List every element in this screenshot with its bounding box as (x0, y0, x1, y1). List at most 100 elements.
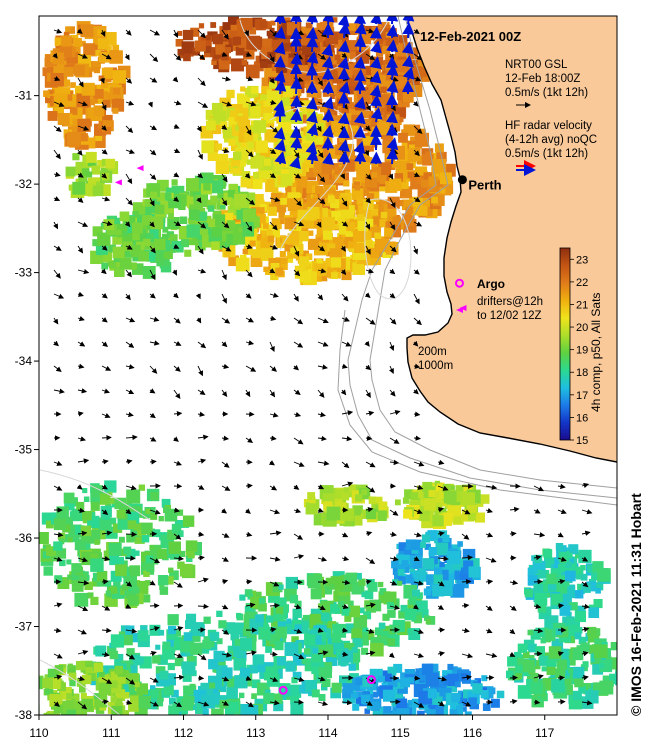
sst-patch (168, 614, 179, 625)
perth-label: Perth (468, 178, 501, 193)
sst-patch (243, 249, 248, 254)
sst-patch (67, 132, 81, 146)
sst-patch (250, 106, 261, 117)
sst-patch (497, 691, 505, 699)
sst-patch (565, 571, 576, 582)
sst-patch (322, 164, 332, 174)
sst-patch (169, 541, 182, 554)
model-arrow (558, 678, 564, 679)
sst-patch (314, 30, 323, 39)
sst-patch (575, 590, 583, 598)
sst-patch (308, 239, 319, 250)
radar-arrow (408, 43, 409, 52)
sst-patch (315, 186, 323, 194)
sst-patch (457, 541, 463, 547)
sst-patch (260, 60, 268, 68)
sst-patch (518, 685, 532, 699)
sst-patch (97, 571, 108, 582)
legend-model-line1: NRT00 GSL (505, 59, 568, 71)
sst-patch (211, 241, 220, 250)
sst-patch (226, 90, 234, 98)
sst-patch (56, 506, 69, 519)
sst-patch (109, 261, 116, 268)
sst-patch (386, 155, 392, 161)
sst-patch (126, 490, 140, 504)
isobath-1000m-label: 1000m (418, 360, 453, 372)
sst-patch (535, 628, 544, 637)
sst-patch (129, 565, 140, 576)
sst-patch (183, 30, 193, 40)
sst-patch (42, 678, 53, 689)
sst-patch (285, 642, 299, 656)
sst-patch (361, 695, 370, 704)
sst-patch (528, 630, 534, 636)
sst-patch (105, 159, 115, 169)
sst-patch (599, 663, 604, 668)
sst-patch (152, 655, 160, 663)
sst-patch (416, 600, 428, 612)
sst-patch (270, 149, 279, 158)
sst-patch (242, 60, 247, 65)
sst-patch (74, 593, 88, 607)
sst-patch (139, 696, 151, 708)
sst-patch (288, 198, 301, 211)
x-tick-label: 112 (174, 726, 193, 740)
plot-area (26, 11, 629, 728)
sst-patch (296, 187, 303, 194)
radar-arrow (296, 111, 297, 123)
sst-patch (243, 209, 256, 222)
sst-patch (53, 541, 62, 550)
sst-patch (525, 589, 533, 597)
sst-patch (308, 231, 313, 236)
sst-patch (70, 714, 82, 726)
sst-patch (172, 524, 182, 534)
sst-patch (585, 690, 598, 703)
sst-patch (407, 163, 414, 170)
sst-patch (138, 251, 149, 262)
sst-patch (202, 640, 211, 649)
sst-patch (302, 110, 307, 115)
sst-patch (436, 543, 449, 556)
sst-patch (424, 498, 437, 511)
sst-patch (137, 657, 144, 664)
sst-patch (122, 584, 129, 591)
sst-patch (199, 23, 204, 28)
sst-patch (408, 172, 414, 178)
sst-patch (252, 249, 261, 258)
sst-patch (115, 564, 127, 576)
sst-patch (123, 242, 132, 252)
radar-arrow (408, 57, 409, 66)
sst-patch (234, 194, 248, 208)
sst-patch (428, 689, 437, 698)
radar-arrow (392, 26, 393, 38)
sst-patch (517, 658, 524, 665)
sst-patch (307, 492, 315, 500)
sst-patch (348, 132, 356, 140)
sst-patch (491, 699, 500, 708)
sst-patch (306, 502, 318, 514)
sst-patch (168, 568, 173, 573)
sst-patch (246, 36, 260, 50)
sst-patch (588, 607, 599, 618)
sst-patch (251, 693, 257, 699)
sst-patch (313, 648, 318, 653)
sst-patch (335, 55, 341, 61)
sst-patch (311, 588, 322, 599)
sst-patch (573, 691, 582, 700)
sst-patch (575, 611, 586, 622)
sst-patch (208, 659, 218, 669)
sst-patch (43, 90, 50, 97)
sst-patch (28, 676, 37, 685)
sst-patch (216, 161, 229, 174)
sst-patch (352, 704, 359, 711)
sst-patch (142, 215, 152, 225)
sst-patch (556, 628, 563, 635)
y-tick-label: -33 (15, 266, 33, 280)
sst-patch (389, 179, 402, 192)
sst-patch (420, 542, 426, 548)
radar-arrow (376, 96, 377, 108)
model-arrow (534, 654, 542, 655)
sst-patch (368, 582, 378, 592)
